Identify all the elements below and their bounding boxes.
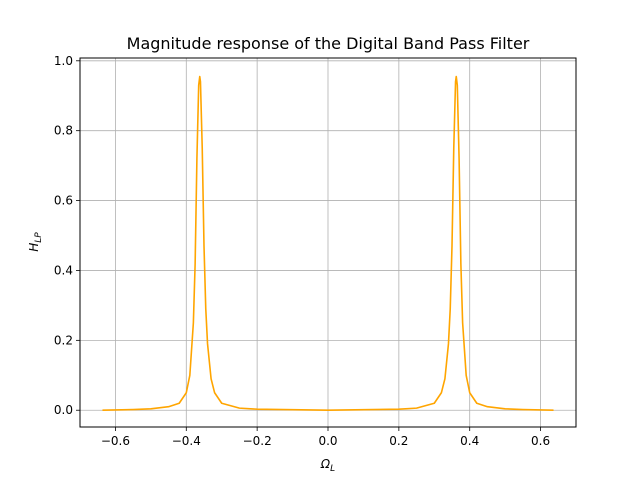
x-tick-label: 0.4 — [460, 434, 479, 448]
x-axis-label-sub: L — [330, 464, 335, 474]
y-tick-label: 0.2 — [54, 333, 73, 347]
series-line — [102, 75, 554, 412]
grid — [80, 58, 576, 427]
x-tick-label: −0.4 — [172, 434, 201, 448]
y-tick-label: 1.0 — [54, 54, 73, 68]
x-tick-label: 0.0 — [318, 434, 337, 448]
chart-title: Magnitude response of the Digital Band P… — [127, 34, 530, 53]
x-tick-label: 0.2 — [389, 434, 408, 448]
x-axis-label-main: Ω — [320, 457, 331, 471]
x-axis-label: ΩL — [320, 457, 335, 474]
y-axis-label: HLP — [27, 232, 44, 252]
plot-area — [102, 75, 554, 412]
x-tick-label: −0.6 — [101, 434, 130, 448]
ticks: −0.6 −0.4 −0.2 0.0 0.2 0.4 0.6 0.0 0.2 0.4 0.6 0.8 1… — [54, 54, 550, 448]
y-tick-label: 0.4 — [54, 263, 73, 277]
y-tick-label: 0.0 — [54, 403, 73, 417]
y-tick-label: 0.6 — [54, 194, 73, 208]
y-tick-label: 0.8 — [54, 124, 73, 138]
x-tick-label: −0.2 — [243, 434, 272, 448]
y-axis-label-main: H — [27, 243, 41, 252]
y-axis-label-sub: LP — [34, 232, 44, 243]
x-tick-label: 0.6 — [531, 434, 550, 448]
